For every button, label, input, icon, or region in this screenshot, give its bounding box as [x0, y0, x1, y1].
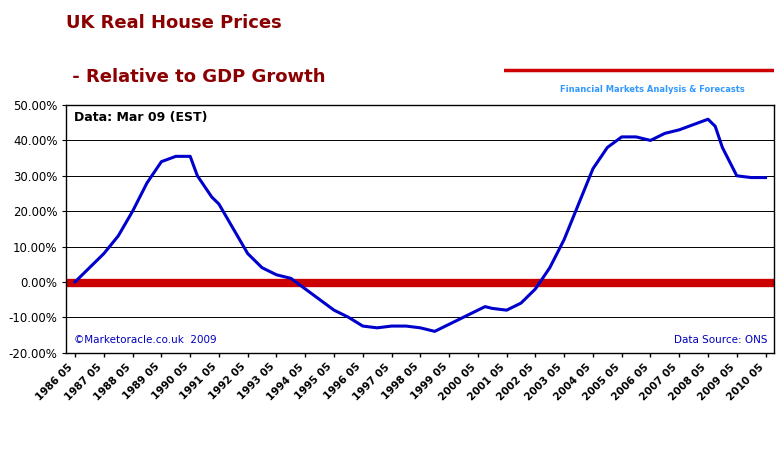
Text: Financial Markets Analysis & Forecasts: Financial Markets Analysis & Forecasts — [561, 85, 745, 94]
Text: MarketOracle.co.uk: MarketOracle.co.uk — [576, 33, 730, 47]
Text: ©Marketoracle.co.uk  2009: ©Marketoracle.co.uk 2009 — [74, 335, 216, 345]
Text: UK Real House Prices: UK Real House Prices — [66, 14, 282, 32]
Text: WALAYAT STREET: WALAYAT STREET — [334, 47, 463, 60]
Text: Data: Mar 09 (EST): Data: Mar 09 (EST) — [74, 111, 207, 124]
Text: Data Source: ONS: Data Source: ONS — [673, 335, 767, 345]
Text: - Relative to GDP Growth: - Relative to GDP Growth — [66, 68, 326, 86]
Text: .COM: .COM — [466, 75, 493, 85]
